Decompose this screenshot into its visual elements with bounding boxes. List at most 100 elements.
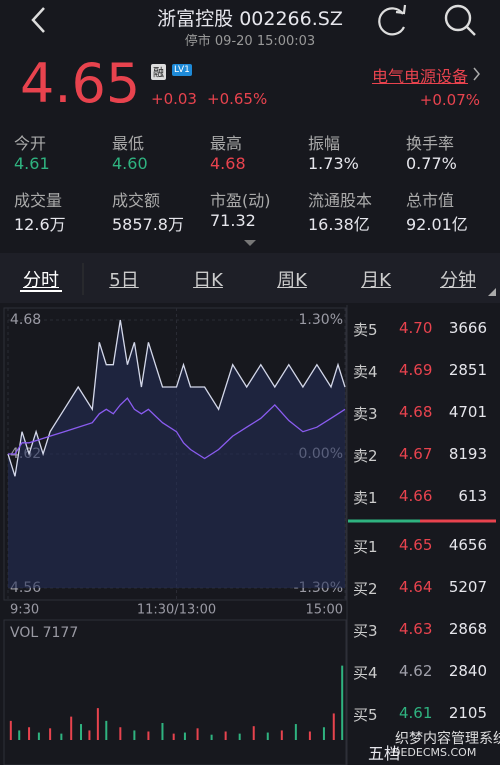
y-tick-label: 4.68 — [10, 312, 41, 328]
stat-label: 流通股本 — [308, 191, 373, 210]
sector[interactable]: 电气电源设备 — [371, 67, 468, 86]
volume-bar — [224, 731, 227, 740]
volume-frame — [3, 619, 347, 765]
book-label: 买2 — [353, 580, 378, 598]
volume-bar — [238, 733, 241, 740]
tab[interactable]: 分钟 — [440, 270, 476, 291]
volume-bar — [70, 716, 73, 740]
average-line — [8, 397, 346, 460]
book-label: 买4 — [353, 664, 378, 682]
volume-bar — [172, 733, 175, 740]
watermark-url: DEDECMS.COM — [392, 746, 477, 759]
y2-tick-label: 1.30% — [299, 312, 343, 328]
book-volume: 2105 — [448, 704, 487, 722]
tab[interactable]: 分时 — [23, 270, 59, 291]
book-price: 4.68 — [399, 403, 433, 421]
expand-arrow[interactable] — [244, 240, 256, 246]
footer-tab[interactable]: 五档 — [368, 744, 401, 763]
stat-value: 4.61 — [14, 154, 50, 173]
stat-label: 成交额 — [112, 191, 161, 210]
change-pct: +0.65% — [207, 90, 268, 108]
volume-bar — [196, 728, 199, 740]
stat-label: 市盈(动) — [210, 191, 271, 210]
book-volume: 4701 — [448, 403, 487, 421]
tab[interactable]: 日K — [193, 270, 223, 291]
volume-bar — [161, 723, 164, 740]
stat-value: 5857.8万 — [112, 215, 184, 234]
status: 停市 09-20 15:00:03 — [184, 34, 316, 49]
price: 4.65 — [20, 52, 141, 115]
volume-bar — [9, 720, 12, 740]
stat-label: 换手率 — [406, 134, 455, 153]
sector-change: +0.07% — [419, 91, 480, 109]
volume-bar — [266, 732, 269, 740]
book-volume: 4656 — [448, 536, 487, 554]
book-volume: 613 — [458, 487, 487, 505]
price-area — [8, 320, 345, 588]
book-label: 卖5 — [353, 321, 378, 339]
volume-bar — [80, 724, 83, 740]
volume-label: VOL 7177 — [10, 625, 78, 641]
volume-bar — [60, 733, 63, 740]
x-tick-label: 11:30/13:00 — [137, 603, 216, 618]
plot-frame — [3, 307, 347, 601]
stat-label: 最高 — [210, 134, 243, 153]
stat-value: 0.77% — [406, 154, 457, 173]
volume-bar — [133, 730, 136, 740]
volume-bar — [322, 727, 325, 740]
change: +0.03 — [151, 90, 197, 108]
back-icon[interactable] — [31, 7, 45, 33]
book-price: 4.63 — [399, 620, 433, 638]
tab[interactable]: 周K — [277, 270, 307, 291]
book-price: 4.62 — [399, 662, 433, 680]
tab-corner — [488, 288, 496, 296]
stat-value: 92.01亿 — [406, 215, 468, 234]
volume-bar — [28, 727, 31, 740]
volume-bar — [96, 708, 99, 740]
volume-bar — [294, 724, 297, 740]
stat-value: 1.73% — [308, 154, 359, 173]
book-label: 卖1 — [353, 489, 378, 507]
x-tick-label: 15:00 — [306, 603, 343, 618]
title: 浙富控股 002266.SZ — [157, 8, 343, 30]
tab[interactable]: 5日 — [109, 270, 139, 291]
book-volume: 8193 — [448, 445, 487, 463]
book-price: 4.64 — [399, 578, 433, 596]
book-price: 4.65 — [399, 536, 433, 554]
book-price: 4.69 — [399, 361, 433, 379]
book-price: 4.66 — [399, 487, 433, 505]
stat-value: 4.60 — [112, 154, 148, 173]
book-label: 买1 — [353, 538, 378, 556]
stat-value: 12.6万 — [14, 215, 66, 234]
volume-bar — [49, 728, 52, 740]
stat-label: 总市值 — [406, 191, 455, 210]
volume-bar — [332, 713, 335, 740]
book-label: 买5 — [353, 706, 378, 724]
stat-label: 今开 — [14, 134, 47, 153]
volume-bar — [88, 730, 91, 740]
book-volume: 2851 — [448, 361, 487, 379]
volume-bar — [37, 732, 40, 740]
volume-bar — [147, 731, 150, 740]
book-volume: 2868 — [448, 620, 487, 638]
volume-bar — [183, 732, 186, 740]
book-label: 卖3 — [353, 405, 378, 423]
volume-bar — [341, 665, 344, 740]
refresh-icon[interactable] — [378, 4, 407, 36]
stat-value: 16.38亿 — [308, 215, 370, 234]
volume-bar — [308, 731, 311, 740]
level-badge: LV1 — [172, 64, 192, 76]
stat-label: 成交量 — [14, 191, 63, 210]
search-icon[interactable] — [444, 4, 476, 36]
stat-label: 最低 — [112, 134, 145, 153]
book-label: 卖4 — [353, 363, 378, 381]
volume-bar — [119, 727, 122, 740]
sector-arrow[interactable] — [473, 67, 480, 81]
tab[interactable]: 月K — [361, 270, 391, 291]
volume-bar — [210, 734, 213, 740]
book-price: 4.70 — [399, 319, 433, 337]
